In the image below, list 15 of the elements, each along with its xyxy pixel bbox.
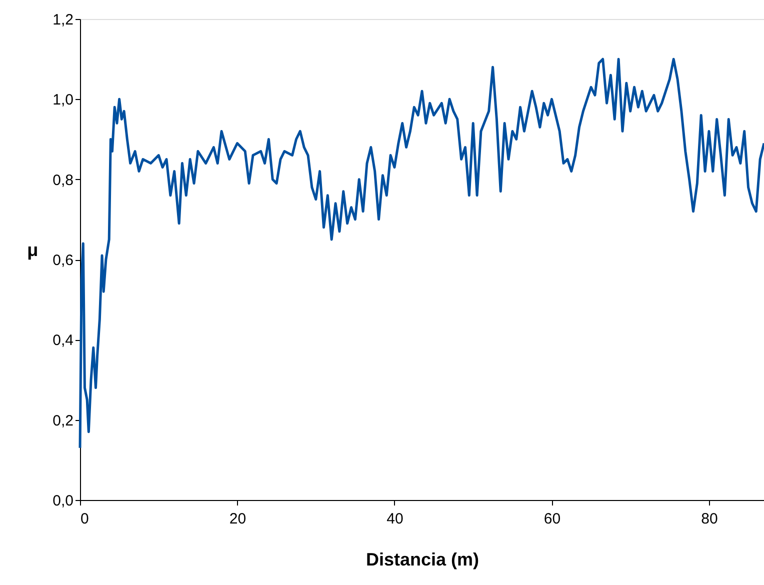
x-tick-label: 20	[229, 510, 246, 528]
x-tick-label: 60	[544, 510, 561, 528]
x-tick-label: 40	[386, 510, 404, 528]
y-tick-label: 0,0	[52, 492, 74, 510]
x-tick-label: 0	[80, 510, 89, 528]
y-tick-label: 1,0	[52, 92, 74, 109]
y-tick-label: 0,2	[52, 412, 74, 430]
y-tick-label: 0,4	[52, 332, 74, 350]
x-axis-title: Distancia (m)	[366, 550, 480, 570]
line-series	[78, 58, 764, 450]
x-tick-label: 80	[701, 510, 718, 528]
y-axis-title: μ	[27, 240, 38, 260]
y-tick-label: 0,8	[52, 172, 74, 189]
y-tick-label: 0,6	[52, 252, 74, 269]
y-tick-label: 1,2	[52, 12, 74, 28]
